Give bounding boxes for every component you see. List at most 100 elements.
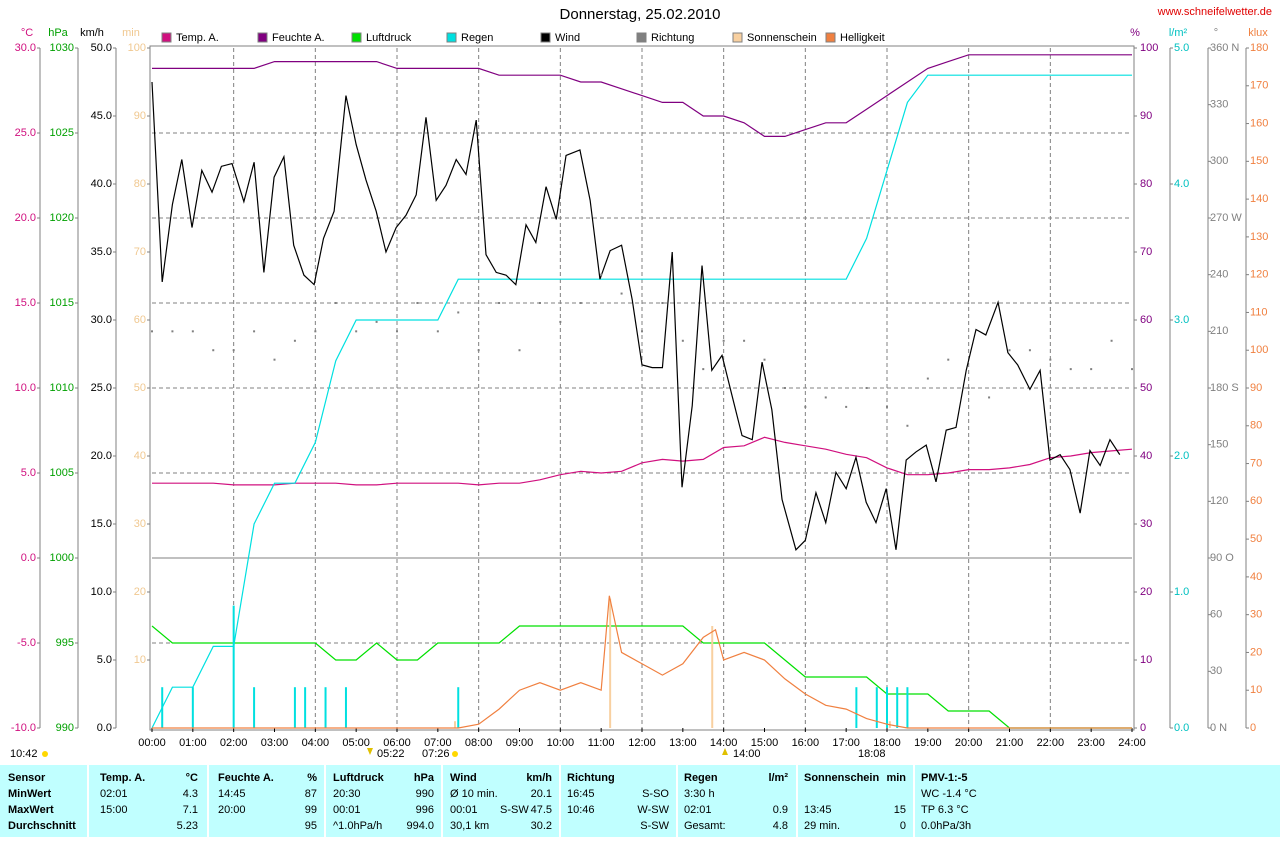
y-tick-label: 210 <box>1210 325 1228 337</box>
direction-dot <box>824 396 827 399</box>
legend-label: Helligkeit <box>840 32 885 44</box>
table-cell: TP 6.3 °C <box>921 804 969 816</box>
direction-dot <box>396 330 398 333</box>
y-tick-label: 70 <box>134 246 146 258</box>
table-cell: 0.0hPa/3h <box>921 820 971 832</box>
direction-dot <box>865 387 868 389</box>
y-tick-label: 20 <box>1140 586 1152 598</box>
y-tick-label: 70 <box>1140 246 1152 258</box>
y-tick-label: -10.0 <box>11 722 36 734</box>
legend-swatch <box>257 32 268 43</box>
table-cell: 29 min. <box>804 820 840 832</box>
direction-dot <box>334 302 337 304</box>
y-tick-label: 100 <box>1140 42 1158 54</box>
legend-swatch <box>446 32 457 43</box>
table-cell: 14:45 <box>218 788 246 800</box>
y-tick-label: 15.0 <box>91 518 112 530</box>
table-cell: 20.1 <box>531 788 552 800</box>
x-tick-label: 20:00 <box>955 737 983 749</box>
x-tick-label: 23:00 <box>1077 737 1105 749</box>
axis-unit: min <box>122 27 140 39</box>
axis-unit: l/m² <box>1169 27 1188 39</box>
y-tick-label: 0.0 <box>97 722 112 734</box>
table-cell: 996 <box>416 804 434 816</box>
direction-dot <box>253 330 256 333</box>
table-header-cell: % <box>307 772 317 784</box>
direction-dot <box>1069 368 1072 371</box>
legend-swatch <box>161 32 172 43</box>
series-line <box>152 595 1132 729</box>
table-separators <box>87 765 915 837</box>
direction-dot <box>1028 349 1031 352</box>
direction-dot <box>1008 349 1011 352</box>
y-tick-label: 20 <box>134 586 146 598</box>
series-line <box>152 436 1133 486</box>
y-tick-label: 1030 <box>50 42 74 54</box>
table-header-cell: °C <box>186 772 198 784</box>
y-tick-label: 0 N <box>1210 722 1227 734</box>
y-tick-label: 1.0 <box>1174 586 1189 598</box>
x-tick-label: 17:00 <box>832 737 860 749</box>
axis-unit: % <box>1130 27 1140 39</box>
y-tick-label: 1010 <box>50 382 74 394</box>
table-cell: 7.1 <box>183 804 198 816</box>
table-cell: 95 <box>305 820 317 832</box>
table-header: Sensor Temp. A. °C Feuchte A.% Luftdruck hPa W… <box>8 772 967 784</box>
table-cell: 02:01 <box>100 788 128 800</box>
direction-dot <box>947 358 950 361</box>
y-tick-label: 20.0 <box>15 212 36 224</box>
table-cell: 47.5 <box>531 804 552 816</box>
x-tick-label: 05:00 <box>342 737 370 749</box>
direction-dot <box>804 405 807 408</box>
table-cell: 15:00 <box>100 804 128 816</box>
direction-dot <box>171 330 174 333</box>
y-tick-label: 180 <box>1250 42 1268 54</box>
table-header-cell: Wind <box>450 772 477 784</box>
y-tick-label: 50 <box>1140 382 1152 394</box>
axis-unit: °C <box>21 27 33 39</box>
direction-dot <box>498 302 501 304</box>
x-tick-label: 02:00 <box>220 737 248 749</box>
direction-dot <box>722 339 725 342</box>
y-tick-label: 100 <box>128 42 146 54</box>
x-tick-label: 01:00 <box>179 737 207 749</box>
y-tick-label: 120 <box>1250 269 1268 281</box>
y-tick-label: 0.0 <box>21 552 36 564</box>
table-cell: 16:45 <box>567 788 595 800</box>
y-tick-label: 2.0 <box>1174 450 1189 462</box>
x-tick-label: 07:00 <box>424 737 452 749</box>
x-tick-label: 12:00 <box>628 737 656 749</box>
direction-dot <box>355 330 358 333</box>
y-tick-label: 15.0 <box>15 297 36 309</box>
y-tick-label: 90 O <box>1210 552 1234 564</box>
direction-dot <box>661 302 664 304</box>
direction-dot <box>151 330 153 333</box>
y-tick-label: 5.0 <box>1174 42 1189 54</box>
direction-dot <box>477 349 480 352</box>
table: Sensor Temp. A. °C Feuchte A.% Luftdruck hPa W… <box>8 772 977 832</box>
table-cell: 30,1 km <box>450 820 489 832</box>
direction-dot <box>293 339 296 342</box>
table-header-cell: min <box>886 772 906 784</box>
table-header-cell: hPa <box>414 772 435 784</box>
y-tick-label: 100 <box>1250 344 1268 356</box>
legend-swatch <box>825 32 836 43</box>
y-tick-label: 130 <box>1250 231 1268 243</box>
y-tick-label: 45.0 <box>91 110 112 122</box>
direction-dot <box>702 368 705 371</box>
table-header-cell: Sensor <box>8 772 46 784</box>
x-tick-label: 19:00 <box>914 737 942 749</box>
direction-dot <box>579 302 582 304</box>
legend-swatch <box>540 32 551 43</box>
time-annotation: 18:08 <box>858 748 886 760</box>
direction-dot <box>457 311 460 314</box>
legend-label: Richtung <box>651 32 694 44</box>
table-cell: S-SO <box>642 788 669 800</box>
table-cell: WC -1.4 °C <box>921 788 977 800</box>
y-tick-label: 1000 <box>50 552 74 564</box>
direction-dot <box>436 330 439 333</box>
legend-label: Feuchte A. <box>272 32 325 44</box>
table-cell: 30.2 <box>531 820 552 832</box>
table-cell: 10:46 <box>567 804 595 816</box>
